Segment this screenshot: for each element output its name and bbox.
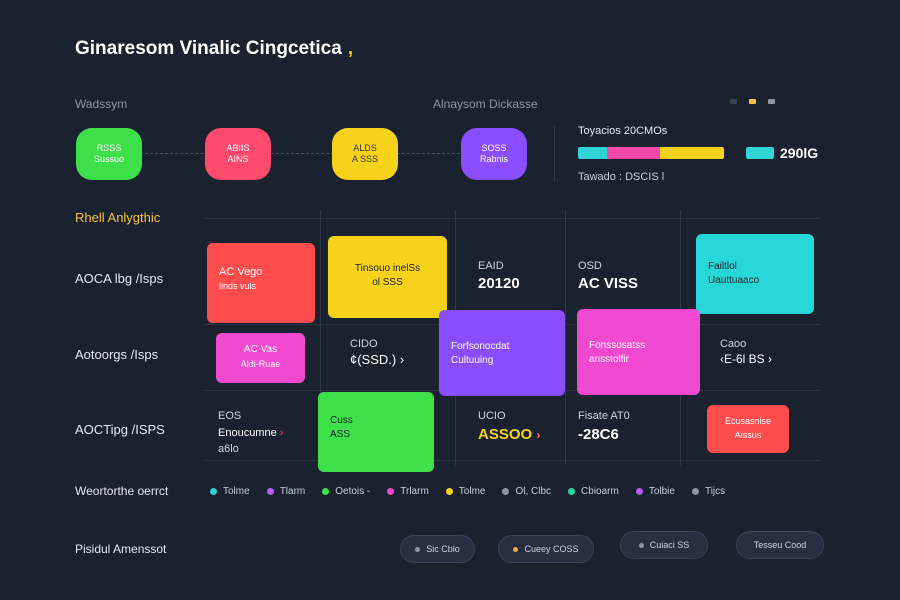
chip-dot (415, 546, 421, 552)
filter-chip[interactable]: Cueey COSS (498, 535, 594, 563)
metric-card[interactable]: Tinsouo inelSs ol SSS (328, 236, 447, 318)
legend-item: Cbioarm (568, 486, 619, 497)
cell-value: 20120 (478, 275, 520, 292)
corner-indicator (730, 99, 781, 104)
arrow-right-icon: › (768, 352, 773, 366)
filter-chip[interactable]: Tesseu Cood (736, 531, 824, 559)
metric-card[interactable]: Forfsonocdat Cultuuing (439, 310, 565, 396)
cell-value: ASSOO › (478, 426, 541, 443)
legend-dot (322, 488, 330, 495)
legend: Tolme Tlarm Oetois - Trlarm Tolme Ol, Clbc Cbi… (210, 486, 725, 497)
legend-dot (266, 488, 274, 495)
cell-value: Enoucumne › (218, 427, 284, 439)
indicator-dot (749, 99, 756, 104)
grid-column (565, 210, 566, 465)
flow-node[interactable]: ALDS A SSS (332, 128, 398, 180)
flow-section-label: Wadssym (75, 97, 128, 111)
legend-item: Tolbie (635, 486, 675, 497)
legend-item: Trlarm (387, 486, 429, 497)
cell-value: -28C6 (578, 426, 619, 443)
metric-card[interactable]: Cuss ASS (318, 392, 434, 472)
row-label: AOCTipg /ISPS (75, 422, 165, 437)
indicator-dot (768, 99, 775, 104)
arrow-right-icon: › (536, 428, 541, 442)
metric-card[interactable]: AC Vas Aldi-Ruae (216, 333, 305, 383)
legend-label: Tolme (223, 486, 250, 497)
arrow-right-icon: › (399, 352, 405, 367)
cell-caption: CIDO (350, 338, 378, 350)
row-label: Aotoorgs /Isps (75, 347, 159, 362)
chip-dot (513, 546, 519, 552)
cell-value: AC VISS (578, 275, 639, 292)
legend-item: Oetois - (322, 486, 370, 497)
flow-node[interactable]: SOSS Rabnis (461, 128, 527, 180)
legend-label: Cbioarm (581, 486, 619, 497)
header-divider (554, 126, 555, 182)
legend-label: Tolbie (648, 486, 675, 497)
progress-segment (578, 147, 608, 159)
flow-node[interactable]: ABIIS AINS (205, 128, 271, 180)
cell-caption: OSD (578, 260, 602, 272)
legend-label: Tlarm (279, 486, 306, 497)
legend-label: Ol, Clbc (515, 486, 552, 497)
cell-caption: Caoo (720, 338, 747, 350)
grid-line (205, 460, 820, 461)
grid-column (320, 210, 321, 465)
progress-value: 290lG (780, 145, 819, 161)
legend-dot (445, 488, 453, 495)
metric-card[interactable]: Failtlol Uauttuaaco (696, 234, 814, 314)
metric-card[interactable]: Ecusasnise Aissus (707, 405, 789, 453)
legend-item: Ol, Clbc (502, 486, 551, 497)
cell-caption: Fisate AT0 (578, 410, 630, 422)
legend-label: Tolme (458, 486, 486, 497)
row-label: AOCA lbg /Isps (75, 271, 164, 286)
flow-connector (140, 153, 470, 154)
cell-caption: UCIO (478, 410, 506, 422)
legend-label: Trlarm (400, 486, 429, 497)
cell-subvalue: a6lo (218, 443, 239, 455)
legend-label: Weortorthe oerrct (75, 484, 169, 498)
chip-dot (638, 542, 644, 548)
metric-card[interactable]: AC Vego linds vuls (207, 243, 315, 323)
cell-value: ¢(SSD.) › (350, 352, 405, 367)
flow-node[interactable]: RSSS Sussuo (76, 128, 142, 180)
progress-bar (578, 147, 724, 159)
section-label: Rhell Anlygthic (75, 210, 161, 225)
cell-value: ‹E-6l BS › (720, 352, 773, 366)
legend-dot (210, 488, 217, 495)
legend-item: Tlarm (266, 486, 306, 497)
legend-dot (568, 488, 576, 495)
filter-chip[interactable]: Sic Cblo (400, 535, 475, 563)
page-title: Ginaresom Vinalic Cingcetica, (75, 38, 354, 59)
progress-sublabel: Tawado : DSCIS l (578, 171, 665, 183)
legend-dot (387, 488, 395, 495)
progress-segment (607, 147, 660, 159)
metric-card[interactable]: Fonssosatss ansstolfir (577, 309, 700, 395)
legend-item: Tolme (210, 486, 250, 497)
legend-dot (502, 488, 510, 495)
progress-label: Toyacios 20CMOs (578, 125, 668, 137)
legend-item: Tijcs (691, 486, 726, 497)
arrow-right-icon: › (279, 427, 284, 439)
indicator-dot (730, 99, 737, 104)
center-section-label: Alnaysom Dickasse (433, 97, 538, 111)
legend-label: Oetois - (335, 486, 371, 497)
progress-swatch (746, 147, 774, 159)
cell-caption: EAID (478, 260, 504, 272)
grid-line (205, 218, 820, 219)
filter-chip[interactable]: Cuiaci SS (620, 531, 708, 559)
legend-item: Tolme (445, 486, 486, 497)
footer-label: Pisidul Amenssot (75, 542, 167, 556)
cell-caption: EOS (218, 410, 242, 422)
legend-dot (635, 488, 643, 495)
legend-dot (691, 488, 699, 495)
progress-segment (659, 147, 724, 159)
legend-label: Tijcs (704, 486, 726, 497)
